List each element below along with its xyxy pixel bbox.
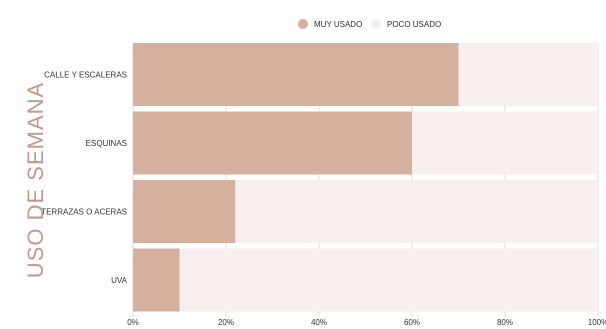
x-tick-label: 40% [311,318,327,327]
x-tick-labels: 0% 20% 40% 60% 80% 100% [127,318,606,327]
legend-swatch [298,19,308,29]
legend-label: POCO USADO [387,20,441,29]
category-label: CALLE Y ESCALERAS [44,71,127,80]
x-tick-label: 80% [497,318,513,327]
bar-muy-usado [133,111,412,175]
legend-swatch [371,19,381,29]
category-labels: CALLE Y ESCALERAS ESQUINAS TERRAZAS O ACER… [41,71,127,286]
bar-poco-usado [412,111,598,175]
x-tick-label: 20% [218,318,234,327]
bar-poco-usado [179,248,598,312]
legend-label: MUY USADO [314,20,362,29]
legend: MUY USADO POCO USADO [298,19,441,29]
y-axis-title: USO DE SEMANA [23,82,48,278]
x-tick-label: 100% [588,318,606,327]
bar-muy-usado [133,180,236,243]
bars [133,43,599,312]
category-label: ESQUINAS [86,139,127,148]
bar-muy-usado [133,43,459,106]
bar-muy-usado [133,248,180,312]
bar-poco-usado [458,43,598,106]
category-label: TERRAZAS O ACERAS [41,208,127,217]
x-tick-label: 0% [127,318,139,327]
bar-poco-usado [235,180,599,243]
x-tick-label: 60% [404,318,420,327]
category-label: UVA [111,276,128,285]
